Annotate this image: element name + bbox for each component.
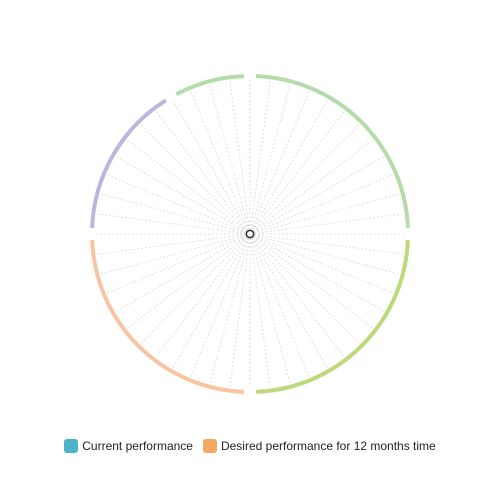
segment-arc-2 (255, 239, 410, 394)
spoke-line (209, 83, 251, 235)
legend-label-current: Current performance (82, 439, 193, 453)
spoke-line (249, 155, 386, 235)
center-marker (245, 229, 255, 239)
spoke-line (114, 155, 251, 235)
spoke-line (209, 233, 251, 385)
spoke-line (125, 233, 251, 330)
spoke-lines (94, 78, 406, 390)
spoke-line (249, 89, 311, 235)
spoke-line (249, 98, 329, 235)
spoke-line (249, 173, 395, 235)
spoke-line (249, 83, 291, 235)
legend-label-desired: Desired performance for 12 months time (220, 439, 436, 453)
legend-swatch-current (64, 439, 79, 453)
segment-arc-5 (175, 74, 245, 97)
spoke-line (249, 233, 375, 330)
spoke-line (189, 89, 251, 235)
spoke-line (249, 233, 395, 295)
spoke-line (249, 233, 311, 379)
spoke-line (154, 233, 251, 359)
spoke-line (99, 233, 251, 275)
spoke-line (249, 109, 346, 235)
spoke-line (249, 233, 291, 385)
spoke-line (125, 138, 251, 235)
segment-arc-3 (90, 239, 245, 394)
spoke-line (249, 193, 401, 235)
spoke-line (171, 233, 251, 370)
legend-item-current[interactable]: Current performance (64, 439, 193, 453)
spoke-line (249, 233, 361, 345)
spoke-line (249, 233, 346, 359)
spoke-line (139, 233, 251, 345)
legend: Current performance Desired performance … (0, 436, 500, 456)
spoke-line (105, 233, 251, 295)
segment-arc-1 (255, 74, 410, 229)
legend-item-desired[interactable]: Desired performance for 12 months time (202, 439, 436, 453)
spoke-line (114, 233, 251, 313)
spoke-line (249, 233, 329, 370)
spoke-line (249, 138, 375, 235)
spoke-line (249, 233, 386, 313)
spoke-line (249, 123, 361, 235)
spoke-line (99, 193, 251, 235)
spoke-line (171, 98, 251, 235)
spoke-line (154, 109, 251, 235)
segment-arcs (90, 74, 410, 394)
spoke-line (105, 173, 251, 235)
spoke-line (139, 123, 251, 235)
segment-arc-4 (90, 98, 167, 229)
spoke-line (189, 233, 251, 379)
spoke-line (249, 233, 401, 275)
legend-swatch-desired (202, 439, 217, 453)
